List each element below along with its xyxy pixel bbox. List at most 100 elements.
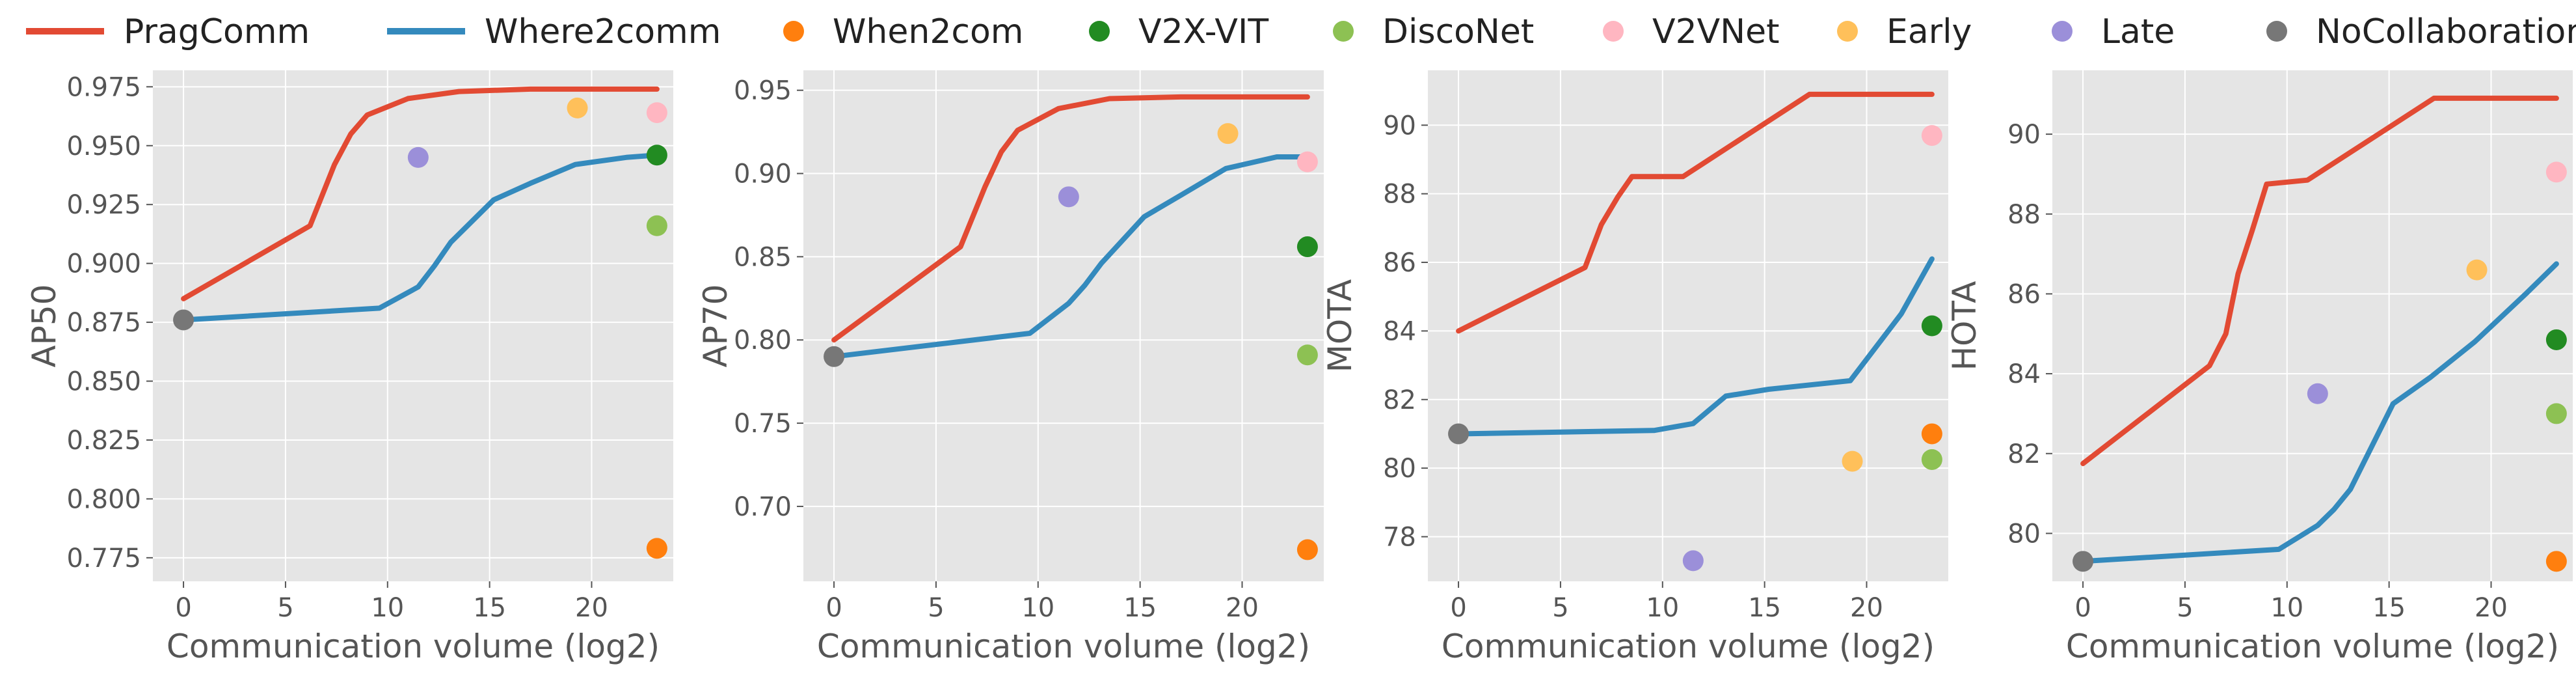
point-v2x-vit (2545, 329, 2567, 350)
x-tick-label: 0 (1450, 593, 1466, 623)
x-tick-label: 15 (1123, 593, 1157, 623)
point-disconet (1296, 344, 1318, 366)
x-axis-label: Communication volume (log2) (1442, 628, 1935, 665)
y-tick-label: 0.85 (734, 242, 792, 272)
panel-hota: 0 5 10 15 20 80 82 84 86 88 90 Communication volume… (1946, 70, 2573, 665)
legend-dot-nocollaboration (2266, 21, 2287, 42)
y-tick-label: 80 (1383, 454, 1416, 484)
point-disconet (646, 215, 667, 236)
legend-dot-disconet (1333, 21, 1354, 42)
point-early (2466, 259, 2488, 281)
y-tick-label: 0.825 (66, 426, 141, 456)
x-tick-label: 20 (2475, 593, 2508, 623)
x-axis-label: Communication volume (log2) (167, 628, 660, 665)
x-tick-label: 0 (2074, 593, 2091, 623)
legend-item-when2com: When2com (783, 12, 1023, 51)
plot-area-ap70 (803, 70, 1324, 581)
legend-label-disconet: DiscoNet (1382, 12, 1534, 51)
x-tick-label: 0 (175, 593, 191, 623)
series-line-where2comm (2080, 261, 2559, 564)
series-line-where2comm (831, 154, 1310, 359)
legend-item-disconet: DiscoNet (1333, 12, 1534, 51)
y-tick-label: 78 (1383, 523, 1416, 553)
point-v2vnet (1296, 151, 1318, 173)
y-axis-label: MOTA (1321, 279, 1359, 372)
plot-area-mota (1428, 70, 1948, 581)
y-tick-label: 0.75 (734, 409, 792, 439)
point-v2vnet (2545, 161, 2567, 183)
y-tick-label: 82 (2007, 439, 2041, 469)
series-line-pragcomm (1456, 91, 1935, 334)
plot-area-hota (2052, 70, 2573, 581)
point-nocollaboration (1448, 423, 1469, 445)
x-tick-label: 10 (2270, 593, 2303, 623)
x-tick-label: 10 (371, 593, 404, 623)
panel-ap70: 0 5 10 15 20 0.70 0.75 0.80 0.85 0.90 0.95 Communic… (697, 70, 1324, 665)
legend-label-where2comm: Where2comm (485, 12, 721, 51)
point-when2com (1296, 539, 1318, 560)
point-early (1217, 123, 1239, 145)
panel-mota: 0 5 10 15 20 78 80 82 84 86 88 90 Communication volu… (1321, 70, 1948, 665)
point-nocollaboration (824, 346, 845, 367)
legend-item-nocollaboration: NoCollaboration (2266, 12, 2576, 51)
y-axis-label: AP50 (25, 284, 63, 368)
point-early (567, 97, 588, 118)
x-tick-label: 5 (1552, 593, 1568, 623)
point-late (1682, 550, 1704, 572)
legend-label-when2com: When2com (833, 12, 1023, 51)
point-v2x-vit (1921, 315, 1942, 337)
legend-label-v2x-vit: V2X-VIT (1138, 12, 1268, 51)
y-tick-label: 88 (1383, 180, 1416, 210)
point-disconet (1921, 449, 1942, 470)
y-axis-label: AP70 (697, 284, 734, 368)
x-tick-label: 10 (1646, 593, 1679, 623)
y-tick-label: 0.950 (66, 131, 141, 161)
point-nocollaboration (173, 309, 195, 331)
panel-ap50: 0 5 10 15 20 0.775 0.800 0.825 0.850 0.875 0.900 0.… (25, 70, 673, 665)
x-tick-label: 20 (575, 593, 608, 623)
y-tick-label: 0.90 (734, 159, 792, 189)
legend: PragComm Where2comm When2com V2X-VIT DiscoNe… (26, 12, 2576, 51)
point-nocollaboration (2073, 551, 2094, 572)
y-tick-label: 90 (2007, 120, 2041, 150)
y-tick-label: 0.900 (66, 249, 141, 279)
legend-label-early: Early (1886, 12, 1972, 51)
plot-area-ap50 (153, 70, 673, 581)
point-when2com (2545, 551, 2567, 572)
legend-item-early: Early (1837, 12, 1972, 51)
point-when2com (1921, 423, 1942, 445)
chart-panels: 0 5 10 15 200.7750.8000.8250.8500.8750.9000.… (25, 70, 2573, 665)
y-tick-label: 0.95 (734, 76, 792, 106)
point-late (407, 146, 429, 168)
point-when2com (646, 538, 667, 559)
point-v2vnet (1921, 125, 1942, 146)
y-tick-label: 82 (1383, 385, 1416, 415)
y-axis-label: HOTA (1946, 281, 1983, 371)
series-line-pragcomm (831, 94, 1310, 343)
x-tick-label: 5 (277, 593, 293, 623)
x-tick-label: 15 (2372, 593, 2406, 623)
x-tick-label: 5 (2177, 593, 2193, 623)
point-late (1058, 186, 1079, 208)
legend-dot-late (2052, 21, 2073, 42)
y-tick-label: 86 (2007, 279, 2041, 309)
legend-label-v2vnet: V2VNet (1652, 12, 1780, 51)
y-tick-label: 84 (1383, 316, 1416, 346)
y-tick-label: 0.775 (66, 544, 141, 573)
y-tick-label: 88 (2007, 200, 2041, 230)
y-tick-label: 0.800 (66, 484, 141, 514)
legend-item-v2x-vit: V2X-VIT (1089, 12, 1268, 51)
legend-dot-when2com (783, 21, 804, 42)
y-tick-label: 0.975 (66, 72, 141, 102)
series-line-pragcomm (2080, 95, 2559, 467)
series-line-where2comm (181, 152, 660, 323)
y-tick-label: 0.875 (66, 308, 141, 338)
x-tick-label: 15 (473, 593, 506, 623)
y-tick-label: 0.70 (734, 492, 792, 522)
point-v2vnet (646, 102, 667, 124)
x-tick-label: 10 (1021, 593, 1054, 623)
legend-item-late: Late (2052, 12, 2175, 51)
point-late (2307, 383, 2328, 404)
